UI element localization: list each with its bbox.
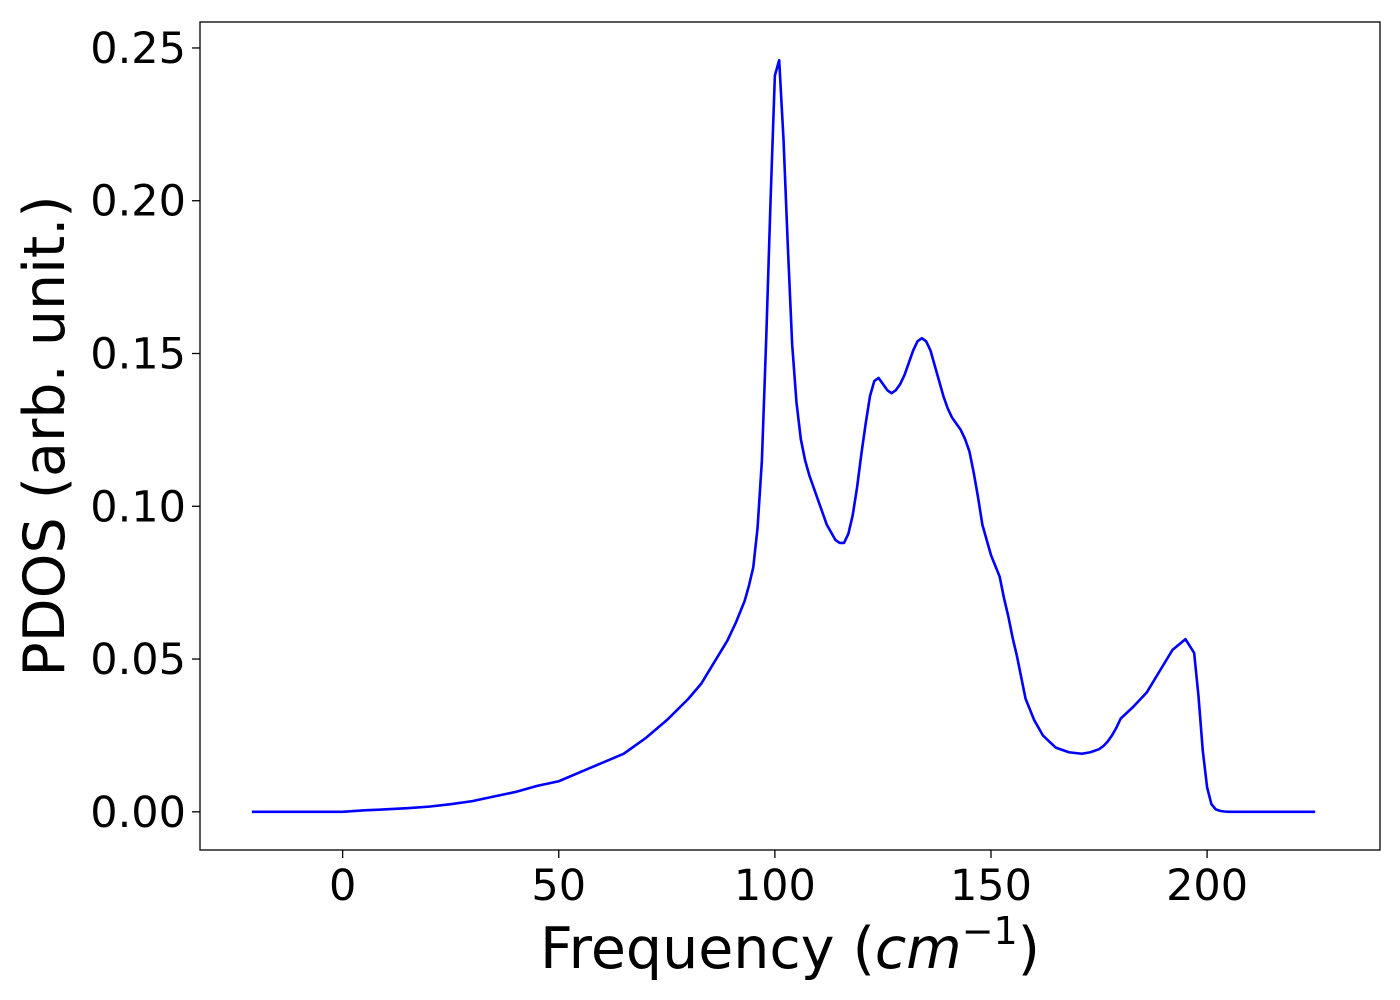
x-axis-label-text: Frequency ( <box>540 916 875 982</box>
y-axis-label: PDOS (arb. unit.) <box>12 195 78 676</box>
x-axis-label: Frequency (cm−1) <box>540 909 1040 982</box>
y-tick-label: 0.15 <box>90 330 186 380</box>
x-tick-label: 200 <box>1166 861 1248 911</box>
y-tick-label: 0.25 <box>90 24 186 74</box>
x-axis-label-close: ) <box>1018 916 1040 982</box>
x-tick-label: 0 <box>329 861 356 911</box>
plot-area <box>199 21 1381 851</box>
x-tick-label: 50 <box>531 861 586 911</box>
y-tick-label: 0.20 <box>90 177 186 227</box>
x-tick-label: 150 <box>950 861 1032 911</box>
y-tick-label: 0.10 <box>90 482 186 532</box>
y-tick-label: 0.05 <box>90 635 186 685</box>
x-axis-label-math: cm <box>875 916 962 982</box>
series-layer <box>251 58 1316 814</box>
series-line-0 <box>251 58 1316 814</box>
y-axis-ticks: 0.00 0.05 0.10 0.15 0.20 0.25 <box>90 24 200 838</box>
x-axis-ticks: 0 50 100 150 200 <box>329 850 1248 911</box>
x-tick-label: 100 <box>734 861 816 911</box>
y-tick-label: 0.00 <box>90 788 186 838</box>
x-axis-label-sup: −1 <box>962 909 1018 953</box>
